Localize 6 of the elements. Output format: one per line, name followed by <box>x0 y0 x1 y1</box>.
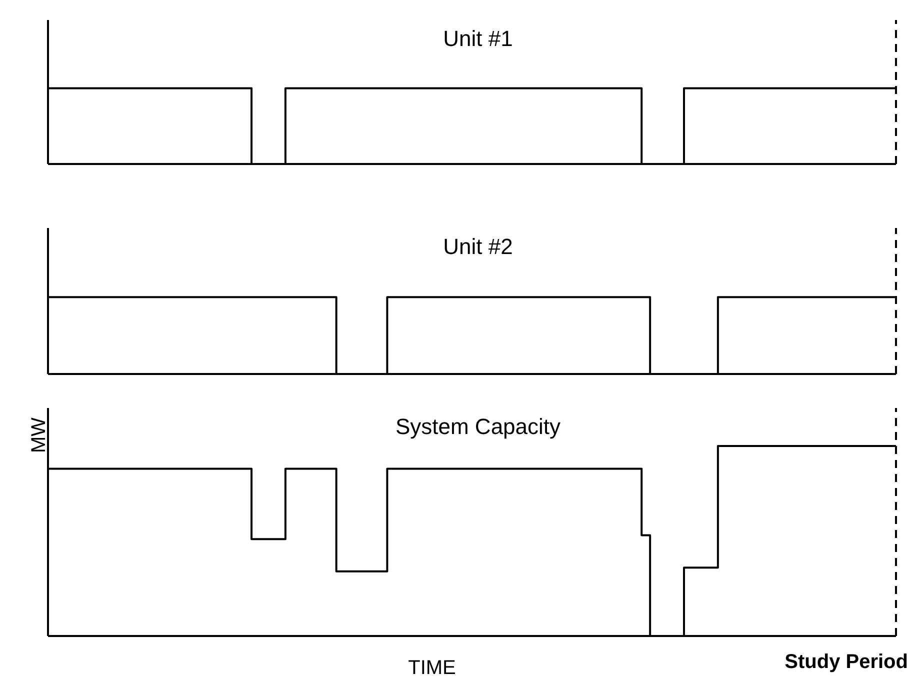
text: Study Period <box>784 651 908 674</box>
y-axis-title: MW <box>28 417 50 453</box>
chart-title: Unit #1 <box>442 26 514 52</box>
chart-title: System Capacity <box>395 414 561 439</box>
x-axis-title: TIME <box>408 657 456 679</box>
chart-title: Unit #2 <box>442 234 514 260</box>
